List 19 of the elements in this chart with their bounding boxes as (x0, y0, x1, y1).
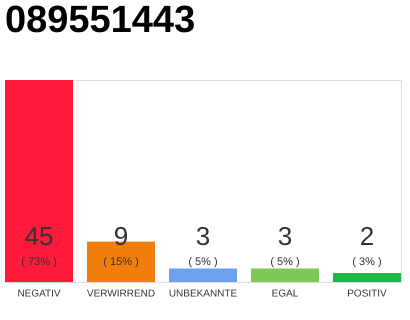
bar (250, 268, 320, 282)
x-tick-label: NEGATIV (17, 288, 61, 300)
annotation: ( 15% ) (103, 256, 139, 268)
bar (5, 80, 74, 282)
bar (168, 268, 238, 282)
annotation: ( 5% ) (188, 256, 218, 268)
x-tick-label: EGAL (272, 288, 299, 300)
annotation: ( 5% ) (270, 256, 300, 268)
annotation: ( 3% ) (352, 256, 382, 268)
data-label: 3 (196, 221, 210, 251)
x-tick-label: VERWIRREND (86, 288, 156, 300)
bar (332, 273, 401, 282)
x-tick-label: POSITIV (347, 288, 388, 300)
chart-title: 089551443 (5, 0, 196, 41)
data-label: 45 (24, 221, 54, 251)
annotation: ( 73% ) (21, 256, 57, 268)
data-label: 2 (360, 221, 374, 251)
x-tick-label: UNBEKANNTE (168, 288, 238, 300)
data-label: 3 (278, 221, 292, 251)
